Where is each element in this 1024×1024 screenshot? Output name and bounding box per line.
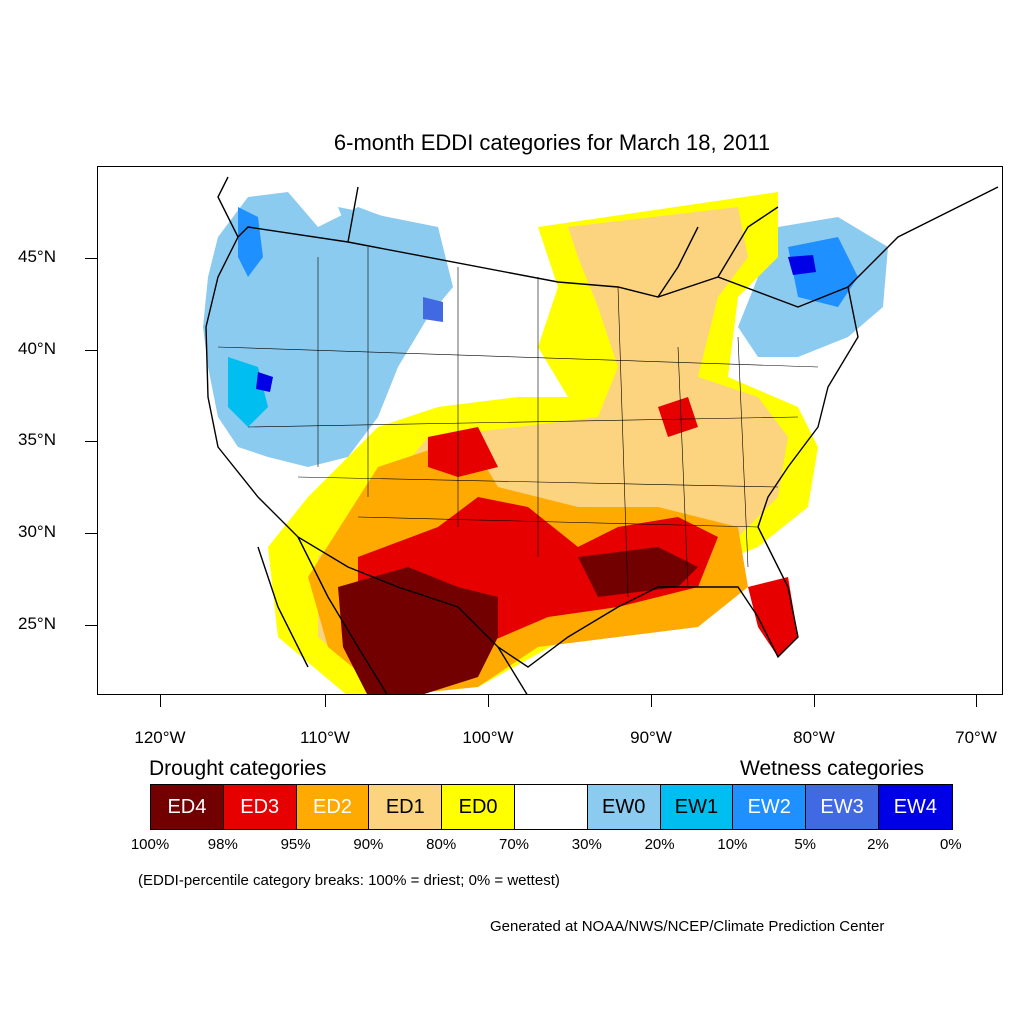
legend-swatch: EW1 [660,785,734,829]
wetness-categories-title: Wetness categories [740,757,925,780]
longitude-label: 110°W [300,728,350,747]
latitude-tick [85,533,97,534]
drought-ed4-southeast [578,547,698,597]
map-title: 6-month EDDI categories for March 18, 20… [333,130,771,155]
longitude-label: 100°W [462,728,514,747]
latitude-tick [85,350,97,351]
latitude-label: 40°N [18,339,56,358]
latitude-label: 45°N [18,247,56,266]
wet-region-northern-rockies [338,207,453,317]
longitude-label: 70°W [955,728,997,747]
legend-swatch: EW3 [806,785,879,829]
longitude-tick [976,695,977,707]
legend-break-label: 5% [794,836,817,853]
legend-swatch: EW2 [733,785,807,829]
longitude-tick [325,695,326,707]
legend-swatch: ED0 [442,785,515,829]
longitude-tick [651,695,652,707]
wet-region-northwest-core [238,207,263,277]
category-note: (EDDI-percentile category breaks: 100% =… [138,872,560,889]
longitude-tick [814,695,815,707]
latitude-tick [85,625,97,626]
canada-coastline [217,176,999,298]
wet-region-northeast-deep [788,255,816,275]
wet-region-montana-core [423,297,443,322]
drought-ed3-kansas [428,427,498,477]
legend-break-label: 100% [130,836,170,853]
legend-break-label: 30% [571,836,602,853]
map-frame [97,166,1003,695]
wet-region-greatbasin-deep [256,372,273,392]
latitude-label: 35°N [18,430,56,449]
legend-swatch [514,785,588,829]
legend-break-label: 2% [867,836,889,853]
drought-categories-title: Drought categories [149,757,327,780]
drought-ed3-ohio [658,397,698,437]
legend-swatch: ED4 [151,785,224,829]
legend-break-label: 10% [717,836,748,853]
legend-swatch: EW0 [587,785,661,829]
legend-break-label: 0% [939,836,962,853]
legend-swatch: EW4 [878,785,952,829]
latitude-label: 25°N [18,614,56,633]
legend-swatch: ED1 [369,785,443,829]
legend-break-label: 90% [353,836,384,853]
legend-swatch: ED3 [223,785,297,829]
drought-ed4-region [338,567,498,694]
longitude-tick [160,695,161,707]
legend-break-label: 20% [644,836,675,853]
legend-break-label: 80% [426,836,457,853]
latitude-tick [85,441,97,442]
latitude-label: 30°N [18,522,56,541]
state-boundaries [217,247,819,598]
us-boundary [205,226,859,668]
longitude-tick [488,695,489,707]
latitude-tick [85,258,97,259]
legend-break-label: 98% [207,836,238,853]
legend-break-label: 70% [498,836,530,853]
credit-line: Generated at NOAA/NWS/NCEP/Climate Predi… [490,918,885,935]
eddi-map [203,176,999,694]
legend-break-label: 95% [280,836,311,853]
longitude-label: 120°W [134,728,186,747]
mexico-coastline [257,536,528,694]
drought-ed3-florida [748,577,798,657]
legend-swatch: ED2 [296,785,370,829]
longitude-label: 80°W [793,728,835,747]
longitude-label: 90°W [630,728,672,747]
category-legend: ED4 ED3 ED2 ED1 ED0 EW0 EW1 EW2 EW3 EW4 [150,784,953,830]
